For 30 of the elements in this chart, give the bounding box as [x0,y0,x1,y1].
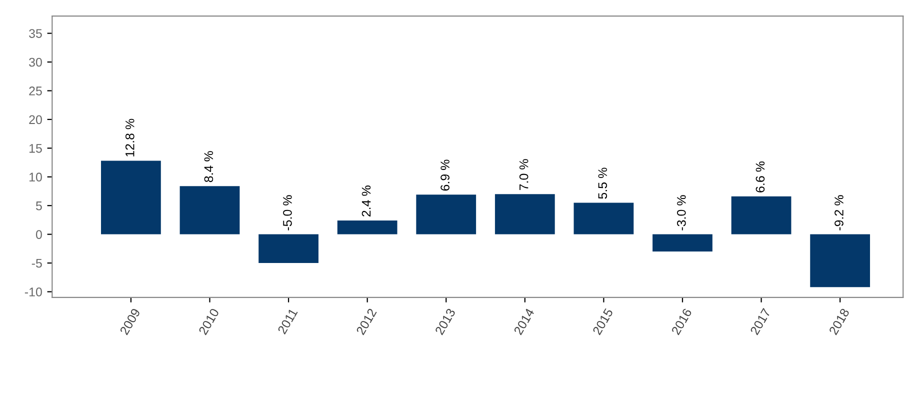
y-tick-label: -5 [32,258,42,268]
data-label: -9.2 % [834,195,844,230]
data-label: -5.0 % [283,195,292,230]
bar [810,234,870,288]
y-tick-label: 5 [36,202,42,210]
data-label: 6.6 % [756,161,765,192]
bar [258,234,318,264]
data-label: 7.0 % [519,159,528,190]
data-label: 8.4 % [204,151,214,182]
data-label: 12.8 % [125,118,134,156]
bar [416,194,476,234]
data-label: -3.0 % [676,195,686,230]
data-label: 6.9 % [440,160,450,191]
y-tick-label: 25 [29,86,42,96]
y-tick-label: -10 [24,288,42,296]
bar [494,194,555,234]
y-tick-label: 30 [29,58,42,67]
bar [337,220,398,234]
bar [180,186,240,234]
y-tick-label: 15 [29,144,42,153]
bar [731,196,792,234]
y-tick-label: 20 [29,115,42,124]
y-tick-label: 35 [29,29,42,38]
y-tick-label: 10 [29,172,42,182]
bar [652,234,712,252]
bar [574,202,634,234]
data-label: 5.5 % [598,168,608,199]
bar [101,160,161,234]
data-label: 2.4 % [362,186,371,216]
y-tick-label: 0 [36,230,42,239]
